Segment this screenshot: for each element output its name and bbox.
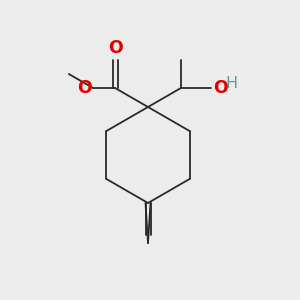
Text: H: H [225, 76, 237, 91]
Text: O: O [213, 79, 228, 97]
Text: O: O [108, 39, 122, 57]
Text: O: O [77, 79, 92, 97]
